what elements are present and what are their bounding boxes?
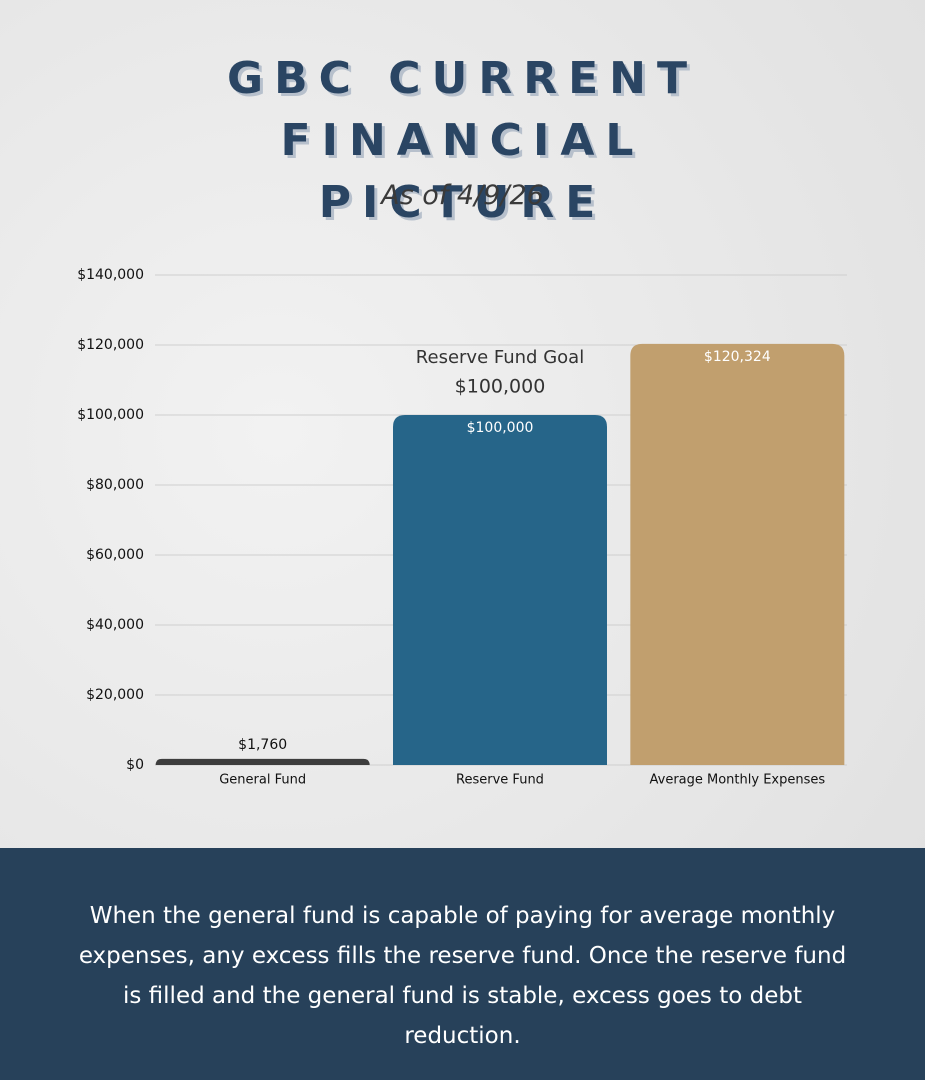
- footer: When the general fund is capable of payi…: [0, 848, 925, 1080]
- y-tick-label: $120,000: [77, 337, 144, 353]
- y-tick-label: $140,000: [77, 267, 144, 283]
- annotation-value: $100,000: [455, 376, 546, 398]
- bar: [630, 343, 845, 765]
- x-tick-label: General Fund: [219, 773, 306, 788]
- data-label: $1,760: [238, 737, 287, 753]
- data-label: $100,000: [467, 420, 534, 436]
- chart: $0 $20,000 $40,000 $60,000 $80,000 $100,000 $1…: [77, 267, 847, 788]
- data-label: $120,324: [704, 349, 771, 365]
- x-tick-label: Reserve Fund: [456, 773, 544, 788]
- bar: [155, 758, 370, 765]
- chart-subtitle: As of 4/9/26: [381, 180, 544, 211]
- y-tick-label: $60,000: [86, 547, 144, 563]
- footnote: When the general fund is capable of payi…: [78, 903, 847, 1049]
- y-tick-label: $0: [126, 757, 144, 773]
- y-tick-label: $100,000: [77, 407, 144, 423]
- y-tick-label: $40,000: [86, 617, 144, 633]
- annotation-text: Reserve Fund Goal: [416, 347, 584, 368]
- chart-title: GBC CURRENT FINANCIAL PICTURE: [227, 53, 698, 228]
- y-tick-label: $80,000: [86, 477, 144, 493]
- bar: [393, 415, 607, 765]
- x-tick-label: Average Monthly Expenses: [650, 773, 826, 788]
- y-tick-label: $20,000: [86, 687, 144, 703]
